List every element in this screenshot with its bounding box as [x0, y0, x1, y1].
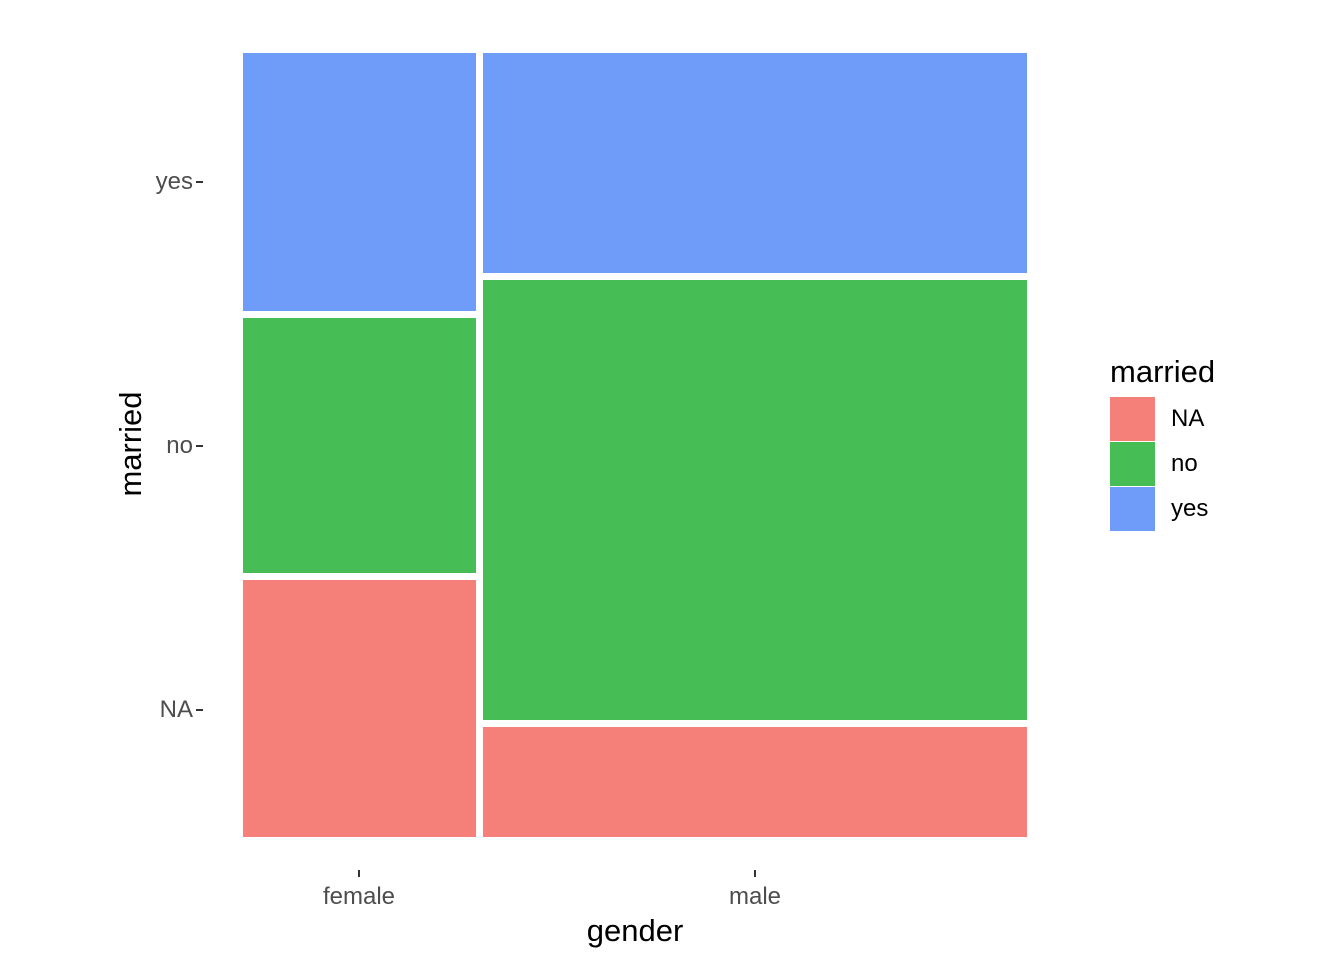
legend-swatch-yes: [1110, 486, 1155, 531]
legend-label-yes: yes: [1171, 494, 1209, 522]
legend-title: married: [1110, 354, 1216, 389]
x-tick-mark-female: [358, 870, 360, 877]
x-tick-mark-male: [754, 870, 756, 877]
y-tick-mark-no: [196, 445, 203, 447]
legend-entry-no: no: [1110, 441, 1215, 486]
plot-panel: [243, 53, 1027, 837]
legend-swatch-no: [1110, 441, 1155, 486]
legend-swatch-na: [1110, 396, 1155, 441]
legend-entry-yes: yes: [1110, 486, 1215, 531]
y-tick-mark-yes: [196, 181, 203, 183]
mosaic-cell-male-NA: [483, 727, 1027, 837]
y-tick-label-na: NA: [159, 696, 193, 723]
mosaic-cell-female-no: [243, 318, 476, 573]
y-axis-title: married: [113, 391, 148, 497]
y-tick-label-yes: yes: [155, 168, 193, 195]
legend: married NA no yes: [1110, 353, 1215, 531]
y-tick-label-no: no: [166, 432, 193, 459]
legend-entry-na: NA: [1110, 396, 1215, 441]
x-tick-label-female: female: [322, 883, 396, 910]
mosaic-cell-female-yes: [243, 53, 476, 311]
x-tick-label-male: male: [728, 883, 782, 910]
mosaic-cell-male-no: [483, 280, 1027, 720]
x-axis-title: gender: [586, 913, 684, 948]
legend-label-no: no: [1171, 449, 1198, 477]
mosaic-cell-male-yes: [483, 53, 1027, 273]
legend-label-na: NA: [1171, 404, 1205, 432]
y-tick-mark-na: [196, 709, 203, 711]
mosaic-cell-female-NA: [243, 580, 476, 837]
